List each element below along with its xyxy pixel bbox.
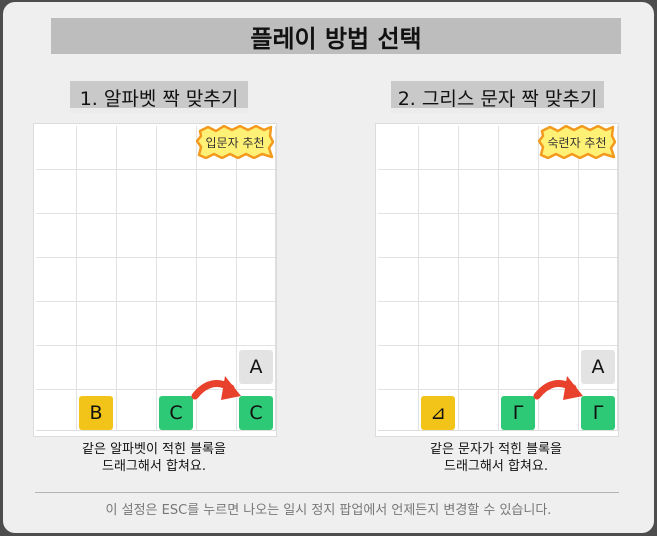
letter-tile-c-source: C: [159, 396, 193, 430]
description-line: 드래그해서 합쳐요.: [444, 459, 548, 474]
dialog-title: 플레이 방법 선택: [51, 18, 621, 54]
starburst-icon: [196, 125, 274, 159]
settings-hint: 이 설정은 ESC를 누르면 나오는 일시 정지 팝업에서 언제든지 변경할 수…: [105, 503, 552, 518]
play-method-dialog: 플레이 방법 선택 1. 알파벳 짝 맞추기 B C C A: [3, 2, 654, 533]
game-board-preview: B C C A: [36, 126, 276, 431]
badge-label: 입문자 추천: [205, 135, 265, 150]
description-line: 드래그해서 합쳐요.: [102, 459, 206, 474]
drag-arrow-icon: [191, 376, 241, 400]
footer-divider: [35, 492, 619, 493]
mode-greek-description: 같은 문자가 적힌 블록을 드래그해서 합쳐요.: [375, 441, 617, 475]
letter-tile-gamma-source: Γ: [501, 396, 535, 430]
mode-greek-heading: 2. 그리스 문자 짝 맞추기: [391, 81, 604, 113]
description-line: 같은 알파벳이 적힌 블록을: [82, 442, 226, 457]
mode-alphabet-description: 같은 알파벳이 적힌 블록을 드래그해서 합쳐요.: [33, 441, 275, 475]
badge-label: 숙련자 추천: [547, 135, 607, 150]
expert-recommended-badge: 숙련자 추천: [538, 125, 616, 159]
letter-tile-c-target: C: [239, 396, 273, 430]
letter-tile-b: B: [79, 396, 113, 430]
letter-tile-delta: ⊿: [421, 396, 455, 430]
game-board-preview: ⊿ Γ Γ A: [378, 126, 618, 431]
description-line: 같은 문자가 적힌 블록을: [430, 442, 562, 457]
letter-tile-gamma-target: Γ: [581, 396, 615, 430]
mode-alphabet-option[interactable]: B C C A 입문자 추천: [33, 123, 277, 437]
beginner-recommended-badge: 입문자 추천: [196, 125, 274, 159]
letter-tile-a: A: [581, 350, 615, 384]
mode-alphabet-heading: 1. 알파벳 짝 맞추기: [70, 81, 248, 113]
starburst-icon: [538, 125, 616, 159]
mode-greek-option[interactable]: ⊿ Γ Γ A 숙련자 추천: [375, 123, 619, 437]
drag-arrow-icon: [533, 376, 583, 400]
letter-tile-a: A: [239, 350, 273, 384]
